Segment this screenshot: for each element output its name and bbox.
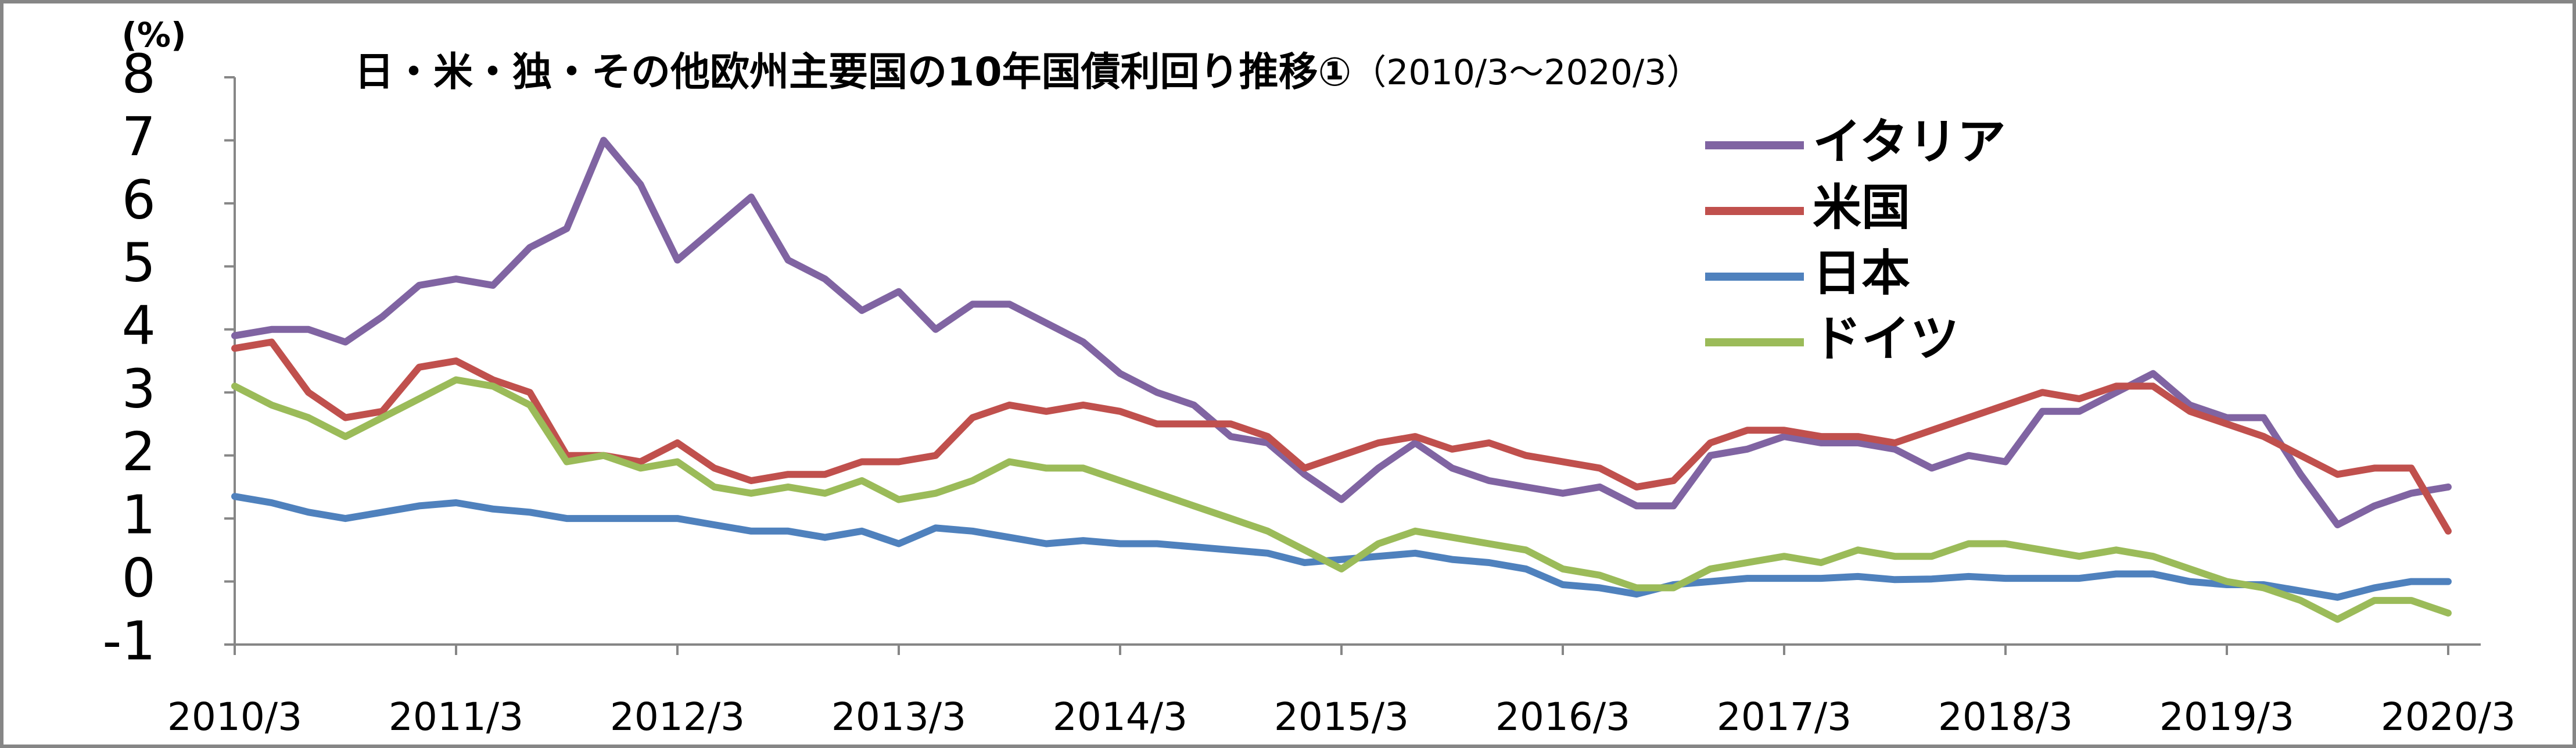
chart-title: 日・米・独・その他欧州主要国の10年国債利回り推移①（2010/3～2020/3… <box>354 49 1701 95</box>
y-tick-label: 8 <box>121 42 156 105</box>
y-tick-label: 0 <box>121 547 156 609</box>
y-tick-label: 1 <box>121 484 156 546</box>
legend-label: ドイツ <box>1813 310 1959 367</box>
x-tick-label: 2013/3 <box>831 695 966 739</box>
x-tick-label: 2016/3 <box>1495 695 1630 739</box>
series-line <box>231 137 2452 528</box>
series-line <box>231 493 2452 601</box>
x-tick-label: 2014/3 <box>1053 695 1187 739</box>
legend-label: 米国 <box>1813 179 1910 236</box>
x-tick-label: 2012/3 <box>610 695 745 739</box>
y-tick-label: 2 <box>121 421 156 483</box>
x-tick-label: 2019/3 <box>2159 695 2294 739</box>
subtitle-text: （2010/3～2020/3） <box>1351 52 1701 93</box>
x-tick-label: 2015/3 <box>1274 695 1409 739</box>
y-tick-label: 4 <box>121 295 156 357</box>
legend-label: イタリア <box>1813 113 2006 170</box>
series-line <box>231 376 2452 623</box>
legend-label: 日本 <box>1813 245 1910 302</box>
y-tick-label: -1 <box>102 610 156 672</box>
x-tick-label: 2018/3 <box>1938 695 2073 739</box>
y-tick-label: 5 <box>121 232 156 294</box>
y-tick-label: 6 <box>121 169 156 231</box>
y-tick-label: 3 <box>121 358 156 420</box>
x-tick-label: 2020/3 <box>2381 695 2516 739</box>
x-tick-label: 2010/3 <box>167 695 302 739</box>
title-text: 日・米・独・その他欧州主要国の10年国債利回り推移① <box>354 49 1351 95</box>
y-tick-label: 7 <box>121 106 156 168</box>
x-tick-label: 2011/3 <box>389 695 523 739</box>
y-unit: (%) <box>121 15 186 55</box>
x-tick-label: 2017/3 <box>1717 695 1852 739</box>
